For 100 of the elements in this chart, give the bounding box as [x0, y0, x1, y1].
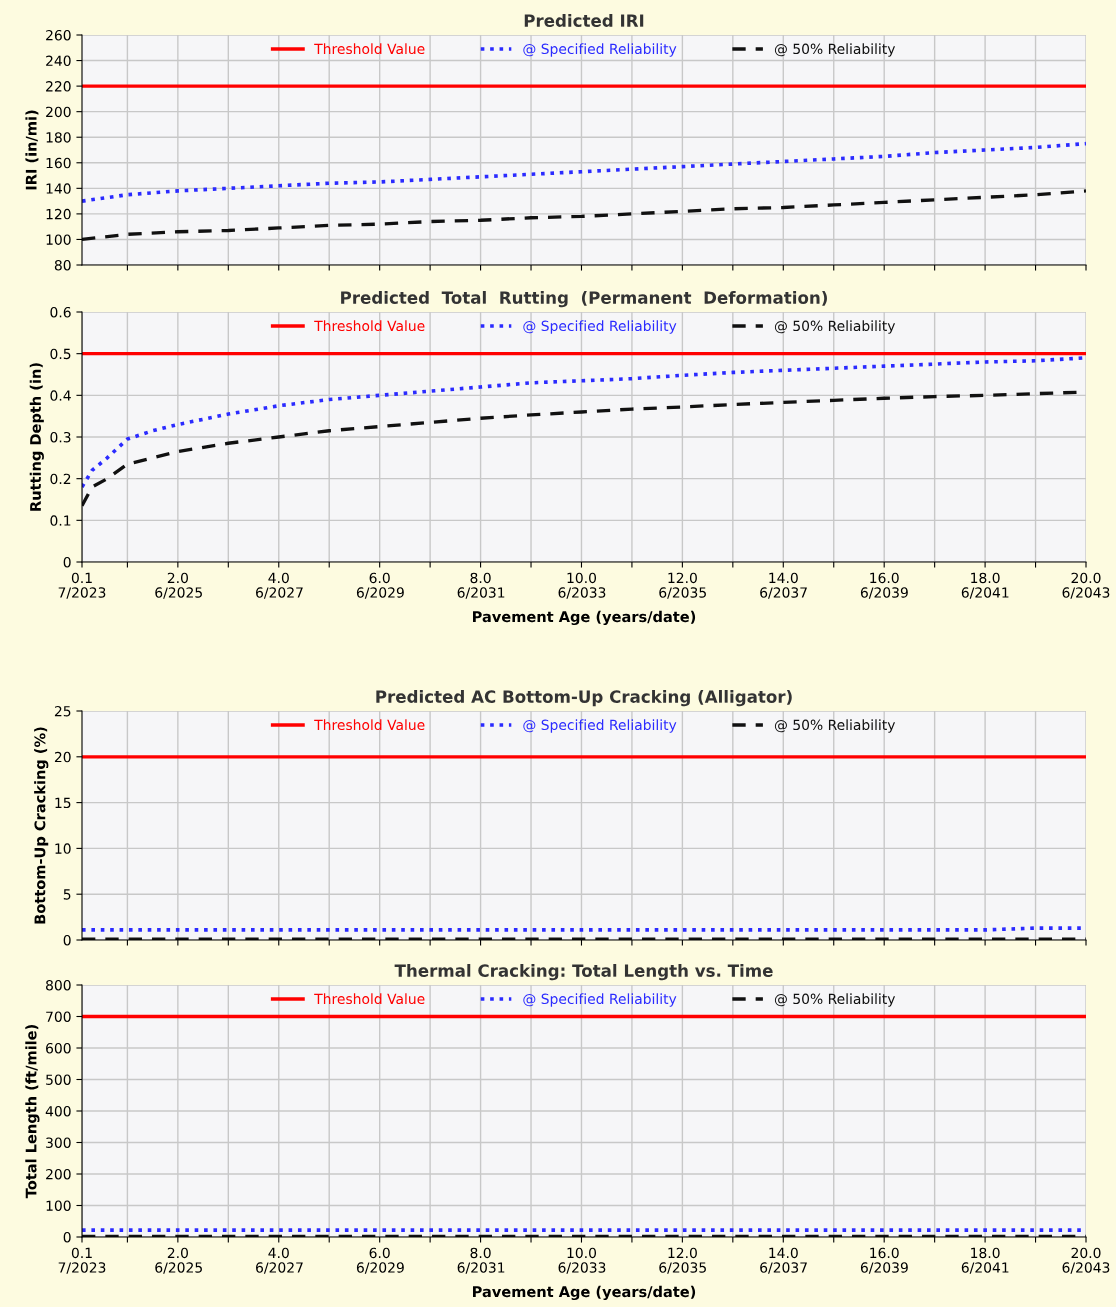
y-axis-title: Rutting Depth (in) — [29, 363, 44, 511]
line-series — [82, 141, 1086, 203]
x2-tick-label: 6/2033 — [558, 1262, 606, 1274]
x2-tick-label: 6/2027 — [256, 1262, 303, 1274]
y-tick-label: 0 — [63, 556, 71, 568]
y-tick-label: 600 — [46, 1042, 71, 1054]
x-tick-label: 6.0 — [369, 572, 390, 584]
legend-label: Threshold Value — [314, 43, 425, 55]
y-tick-label: 0 — [63, 934, 71, 946]
y-tick-label: 100 — [46, 1200, 71, 1211]
y-tick-label: 140 — [46, 183, 71, 194]
y-tick-label: 25 — [54, 705, 71, 717]
x-tick-label: 18.0 — [971, 1247, 1000, 1259]
y-axis-title: IRI (in/mi) — [25, 110, 39, 190]
x-tick-label: 14.0 — [769, 1247, 798, 1259]
x2-tick-label: 6/2029 — [356, 1262, 404, 1274]
y-tick-label: 0.5 — [50, 348, 71, 360]
y-tick-label: 700 — [46, 1011, 71, 1022]
x2-tick-label: 6/2031 — [457, 587, 505, 599]
legend-label: @ 50% Reliability — [774, 43, 896, 57]
y-tick-label: 160 — [46, 157, 71, 169]
x2-tick-label: 7/2023 — [58, 587, 106, 599]
x2-tick-label: 6/2031 — [457, 1262, 505, 1274]
x2-tick-label: 7/2023 — [58, 1262, 106, 1274]
x-tick-label: 2.0 — [167, 572, 188, 584]
x2-tick-label: 6/2037 — [760, 587, 807, 599]
x-tick-label: 14.0 — [769, 572, 798, 584]
x2-tick-label: 6/2041 — [961, 587, 1009, 599]
x-tick-label: 0.1 — [71, 1247, 92, 1259]
legend-label: @ Specified Reliability — [523, 719, 677, 733]
x2-tick-label: 6/2043 — [1062, 587, 1110, 599]
y-tick-label: 200 — [46, 1168, 71, 1180]
chart-title: Thermal Cracking: Total Length vs. Time — [394, 964, 773, 981]
legend-label: @ 50% Reliability — [774, 993, 896, 1007]
x-tick-label: 20.0 — [1071, 572, 1101, 584]
y-tick-label: 20 — [54, 751, 71, 763]
line-series — [82, 189, 1086, 242]
legend-label: @ Specified Reliability — [523, 43, 677, 57]
x2-tick-label: 6/2043 — [1062, 1262, 1110, 1274]
x-tick-label: 4.0 — [268, 1247, 289, 1259]
y-tick-label: 180 — [46, 132, 71, 143]
y-axis-title: Bottom-Up Cracking (%) — [34, 727, 49, 924]
x2-tick-label: 6/2039 — [860, 1262, 908, 1274]
x-tick-label: 10.0 — [567, 572, 597, 584]
y-tick-label: 0 — [63, 1231, 71, 1243]
x2-tick-label: 6/2035 — [659, 1262, 706, 1274]
x-tick-label: 4.0 — [268, 572, 289, 584]
y-tick-label: 100 — [46, 234, 71, 245]
legend-label: @ Specified Reliability — [523, 993, 677, 1007]
x2-tick-label: 6/2037 — [760, 1262, 807, 1274]
legend-label: Threshold Value — [314, 719, 425, 731]
x2-tick-label: 6/2029 — [356, 587, 404, 599]
y-tick-label: 15 — [55, 797, 71, 809]
legend-label: Threshold Value — [314, 993, 425, 1005]
x2-tick-label: 6/2025 — [155, 587, 202, 599]
y-tick-label: 120 — [46, 208, 71, 220]
y-tick-label: 10 — [55, 843, 71, 854]
x2-tick-label: 6/2041 — [961, 1262, 1009, 1274]
x-axis-title: Pavement Age (years/date) — [473, 1285, 696, 1301]
y-tick-label: 220 — [46, 81, 71, 92]
x-tick-label: 12.0 — [668, 1247, 697, 1259]
y-axis-title: Total Length (ft/mile) — [25, 1025, 40, 1199]
y-tick-label: 0.6 — [50, 306, 71, 318]
y-tick-label: 400 — [45, 1105, 71, 1117]
legend-label: Threshold Value — [314, 320, 425, 332]
x2-tick-label: 6/2039 — [860, 587, 908, 599]
chart-title: Predicted IRI — [524, 14, 644, 27]
x-axis-title: Pavement Age (years/date) — [473, 610, 696, 626]
x-tick-label: 2.0 — [167, 1247, 188, 1259]
legend-label: @ 50% Reliability — [774, 719, 896, 733]
x-tick-label: 16.0 — [870, 572, 899, 584]
x-tick-label: 20.0 — [1071, 1247, 1101, 1259]
y-tick-label: 300 — [46, 1137, 71, 1148]
x-tick-label: 6.0 — [369, 1247, 390, 1259]
y-tick-label: 0.4 — [50, 390, 71, 401]
y-tick-label: 800 — [46, 979, 71, 991]
x2-tick-label: 6/2025 — [155, 1262, 202, 1274]
x2-tick-label: 6/2027 — [256, 587, 303, 599]
y-tick-label: 500 — [46, 1074, 71, 1085]
x2-tick-label: 6/2033 — [558, 587, 606, 599]
y-tick-label: 0.1 — [50, 515, 71, 526]
x-tick-label: 18.0 — [971, 572, 1000, 584]
x-tick-label: 8.0 — [470, 1247, 491, 1259]
y-tick-label: 240 — [46, 55, 71, 67]
x2-tick-label: 6/2035 — [659, 587, 706, 599]
y-tick-label: 80 — [54, 259, 71, 271]
y-tick-label: 5 — [63, 889, 71, 900]
y-tick-label: 0.2 — [50, 473, 71, 485]
y-tick-label: 200 — [46, 106, 71, 118]
x-tick-label: 12.0 — [668, 572, 697, 584]
legend-label: @ Specified Reliability — [523, 320, 677, 334]
legend-label: @ 50% Reliability — [774, 320, 896, 334]
x-tick-label: 8.0 — [470, 572, 491, 584]
x-tick-label: 10.0 — [567, 1247, 597, 1259]
x-tick-label: 16.0 — [870, 1247, 899, 1259]
chart-title: Predicted AC Bottom-Up Cracking (Alligator) — [376, 690, 792, 707]
chart-title: Predicted Total Rutting (Permanent Deformation) — [341, 291, 827, 308]
y-tick-label: 0.3 — [50, 431, 71, 443]
y-tick-label: 260 — [46, 29, 71, 41]
x-tick-label: 0.1 — [71, 572, 92, 584]
